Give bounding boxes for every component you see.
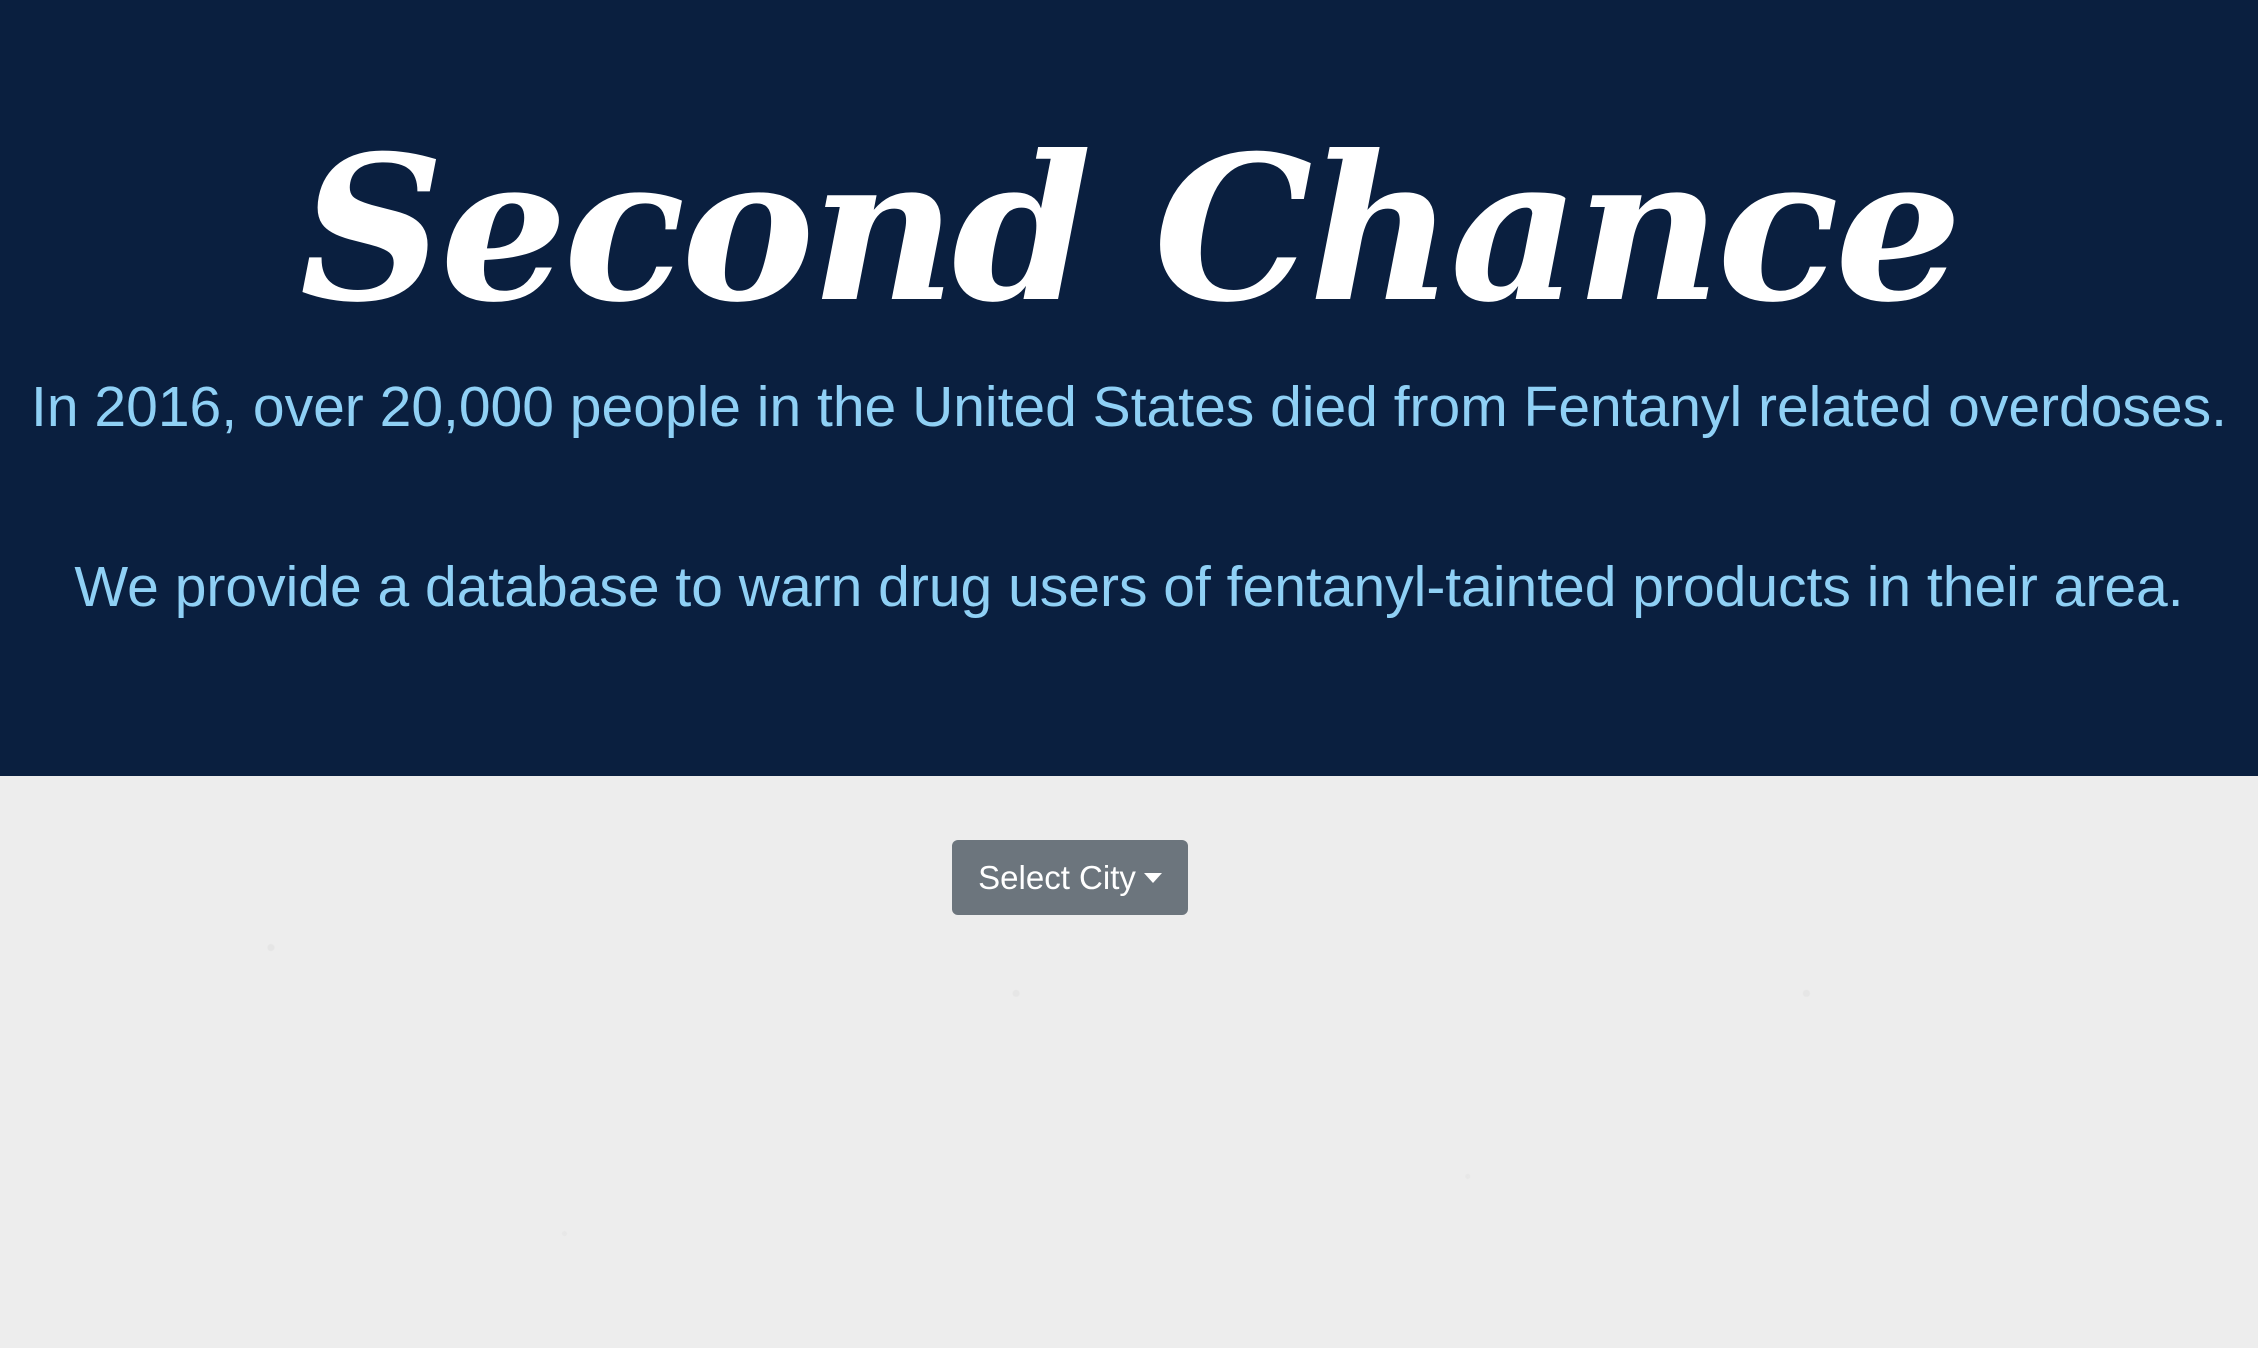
mission-tagline: We provide a database to warn drug users… (74, 555, 2184, 619)
select-city-label: Select City (978, 859, 1136, 896)
hero-banner: Second Chance In 2016, over 20,000 peopl… (0, 0, 2258, 776)
statistic-tagline: In 2016, over 20,000 people in the Unite… (31, 375, 2227, 439)
site-title: Second Chance (299, 112, 1962, 347)
caret-down-icon (1143, 873, 1162, 883)
select-city-dropdown[interactable]: Select City (952, 840, 1188, 915)
